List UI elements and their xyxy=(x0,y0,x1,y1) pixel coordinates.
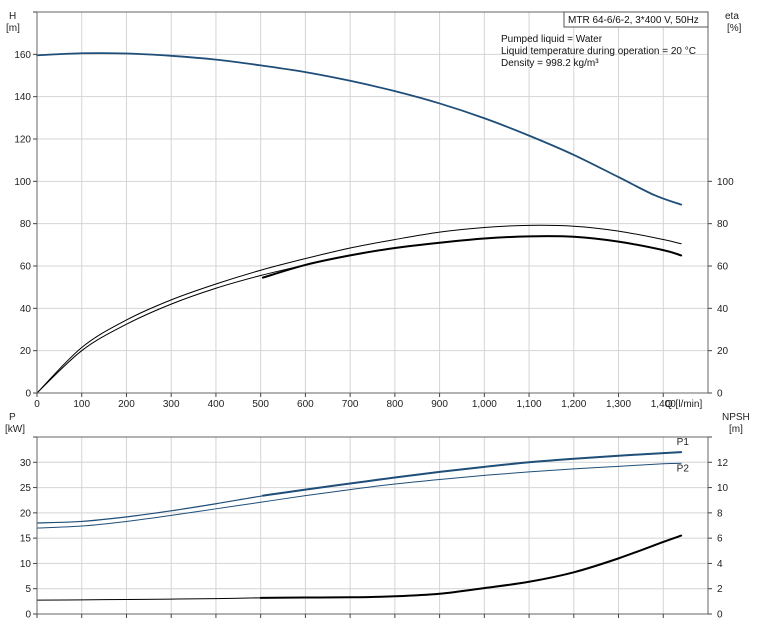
bottom-left-tick-label: 25 xyxy=(20,483,32,494)
top-left-tick-label: 140 xyxy=(14,92,31,103)
top-grid xyxy=(37,12,708,393)
x-axis-label: Q [l/min] xyxy=(665,399,702,410)
x-tick-label: 700 xyxy=(342,399,359,410)
top-right-tick-label: 60 xyxy=(717,262,729,273)
top-left-axis-symbol: H xyxy=(9,11,16,22)
top-left-tick-label: 160 xyxy=(14,50,31,61)
top-plot-frame xyxy=(36,11,709,394)
head-efficiency-curves xyxy=(36,52,683,394)
top-right-tick-label: 40 xyxy=(717,304,729,315)
top-right-tick-label: 0 xyxy=(717,389,723,400)
bottom-left-tick-label: 5 xyxy=(25,584,31,595)
x-tick-label: 1,000 xyxy=(472,399,497,410)
top-left-tick-label: 20 xyxy=(20,346,32,357)
top-left-tick-label: 100 xyxy=(14,177,31,188)
bottom-right-tick-label: 0 xyxy=(717,610,723,621)
power-npsh-curves xyxy=(36,451,683,601)
x-tick-label: 1,100 xyxy=(517,399,542,410)
bottom-right-tick-label: 12 xyxy=(717,458,729,469)
x-tick-label: 100 xyxy=(73,399,90,410)
bottom-curve-1 xyxy=(261,451,683,497)
bottom-right-tick-label: 2 xyxy=(717,584,723,595)
x-tick-label: 500 xyxy=(252,399,269,410)
top-left-tick-label: 80 xyxy=(20,219,32,230)
top-tick-labels: 0 20 40 60 80 100 120 140 160 0 20 40 60 80 100 0 100 200… xyxy=(14,11,734,410)
bottom-left-axis-symbol: P xyxy=(9,412,16,423)
bottom-left-tick-label: 0 xyxy=(25,610,31,621)
x-tick-label: 400 xyxy=(208,399,225,410)
chart-title: MTR 64-6/6-2, 3*400 V, 50Hz xyxy=(568,15,699,26)
bottom-left-tick-label: 20 xyxy=(20,508,32,519)
bottom-left-tick-label: 30 xyxy=(20,458,32,469)
x-tick-label: 200 xyxy=(118,399,135,410)
top-left-axis-unit: [m] xyxy=(6,23,20,34)
x-tick-label: 1,300 xyxy=(606,399,631,410)
bottom-right-axis-unit: [m] xyxy=(729,424,743,435)
bottom-curve-2 xyxy=(36,462,682,529)
bottom-left-axis-unit: [kW] xyxy=(5,424,25,435)
top-right-tick-label: 20 xyxy=(717,346,729,357)
top-right-tick-label: 100 xyxy=(717,177,734,188)
bottom-right-tick-label: 10 xyxy=(717,483,729,494)
bottom-curve-3 xyxy=(36,597,262,601)
top-right-axis-unit: [%] xyxy=(727,23,742,34)
bottom-left-tick-label: 10 xyxy=(20,559,32,570)
top-curve-3 xyxy=(261,235,683,279)
top-left-tick-label: 120 xyxy=(14,135,31,146)
bottom-right-tick-label: 4 xyxy=(717,559,723,570)
top-right-tick-label: 80 xyxy=(717,219,729,230)
top-curve-0 xyxy=(36,52,683,206)
bottom-right-axis-symbol: NPSH xyxy=(722,412,750,423)
annotation-density: Density = 998.2 kg/m³ xyxy=(501,58,599,69)
x-tick-label: 300 xyxy=(163,399,180,410)
x-tick-label: 900 xyxy=(431,399,448,410)
x-tick-label: 600 xyxy=(297,399,314,410)
x-tick-label: 800 xyxy=(387,399,404,410)
x-tick-label: 1,400 xyxy=(651,399,676,410)
bottom-left-tick-label: 15 xyxy=(20,534,32,545)
bottom-right-tick-label: 8 xyxy=(717,508,723,519)
top-curve-2 xyxy=(36,235,682,394)
title-box xyxy=(563,11,709,28)
top-right-axis-symbol: eta xyxy=(725,11,739,22)
bottom-curve-labels: P1 P2 xyxy=(677,437,690,474)
top-left-tick-label: 60 xyxy=(20,262,32,273)
bottom-plot-frame xyxy=(36,436,709,615)
annotation-pumped-liquid: Pumped liquid = Water xyxy=(501,34,603,45)
top-left-tick-label: 0 xyxy=(25,389,31,400)
x-tick-label: 1,200 xyxy=(561,399,586,410)
top-left-tick-label: 40 xyxy=(20,304,32,315)
curve-label-p1: P1 xyxy=(677,437,690,448)
x-tick-label: 0 xyxy=(34,399,40,410)
bottom-right-tick-label: 6 xyxy=(717,534,723,545)
bottom-tick-labels: 0 5 10 15 20 25 30 0 2 4 6 8 10 12 xyxy=(20,436,729,621)
bottom-curve-4 xyxy=(259,534,683,599)
top-curve-1 xyxy=(36,224,682,394)
bottom-grid xyxy=(37,437,708,614)
annotation-liquid-temperature: Liquid temperature during operation = 20… xyxy=(501,46,696,57)
curve-label-p2: P2 xyxy=(677,463,690,474)
